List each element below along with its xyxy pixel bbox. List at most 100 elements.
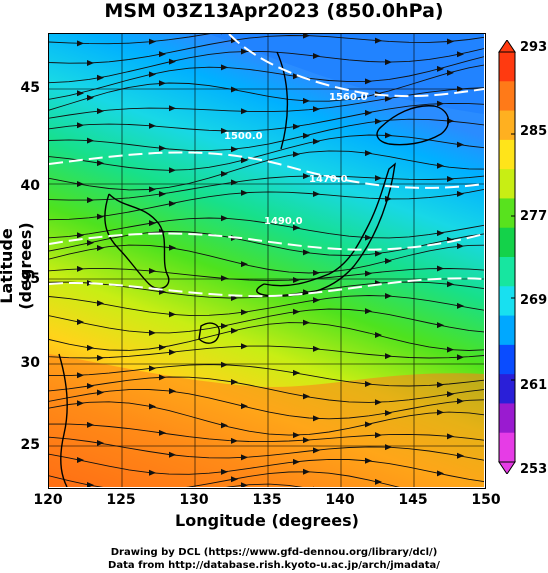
streamline-arrowhead — [169, 311, 176, 318]
streamline-arrowhead — [221, 170, 228, 177]
streamline-arrowhead — [97, 440, 104, 447]
streamline-arrowhead — [447, 346, 454, 353]
streamline-arrowhead — [221, 422, 228, 429]
streamline — [49, 471, 400, 487]
streamline-arrowhead — [457, 398, 464, 405]
streamline-arrowhead — [447, 38, 454, 45]
streamline — [49, 401, 484, 436]
streamline-arrowhead — [77, 90, 84, 97]
colorbar-tick-261: 261 — [520, 378, 548, 393]
streamline-arrowhead — [437, 162, 444, 169]
streamline-arrowhead — [303, 97, 310, 104]
data-credit: Data from http://database.rish.kyoto-u.a… — [108, 560, 440, 571]
y-tick-25: 25 — [20, 437, 40, 453]
streamline-arrowhead — [221, 361, 228, 368]
streamline-arrowhead — [149, 268, 156, 275]
streamline-arrowhead — [221, 323, 228, 330]
streamline-arrowhead — [87, 239, 94, 246]
streamline-arrowhead — [149, 365, 156, 372]
streamline — [49, 134, 484, 171]
streamline-arrowhead — [149, 186, 156, 193]
streamline-arrowhead — [385, 258, 392, 265]
contour-label: 1500.0 — [224, 131, 263, 142]
streamline-arrowhead — [231, 327, 238, 334]
colorbar-tick-293: 293 — [520, 40, 548, 55]
streamline-arrowhead — [365, 457, 372, 464]
streamline-arrowhead — [77, 456, 84, 463]
streamline-arrowhead — [293, 432, 300, 439]
streamline-arrowhead — [303, 34, 310, 39]
streamline-arrowhead — [457, 190, 464, 197]
streamline-arrowhead — [375, 332, 382, 339]
colorbar-tick-269: 269 — [520, 293, 548, 308]
streamline-arrowhead — [169, 58, 176, 65]
contour-label: 1490.0 — [264, 216, 303, 227]
streamline — [49, 295, 484, 316]
streamline — [49, 364, 484, 387]
streamline — [49, 389, 484, 420]
streamline-arrowhead — [149, 329, 156, 336]
streamline-arrowhead — [313, 415, 320, 422]
x-tick-140: 140 — [325, 492, 355, 508]
colorbar-segment — [499, 315, 515, 346]
colorbar-segment — [499, 169, 515, 199]
streamline — [49, 244, 484, 274]
streamline-arrowhead — [437, 100, 444, 107]
streamline-arrowhead — [375, 399, 382, 406]
streamline-arrowhead — [375, 478, 382, 485]
colorbar-segment — [499, 227, 515, 258]
streamline-arrowhead — [87, 344, 94, 351]
streamline-arrowhead — [313, 345, 320, 352]
colorbar-segment — [499, 139, 515, 170]
streamline-arrowhead — [97, 160, 104, 167]
streamline-arrowhead — [221, 215, 228, 222]
streamline-arrowhead — [169, 200, 176, 207]
streamline-arrowhead — [159, 80, 166, 87]
streamline-arrowhead — [303, 319, 310, 326]
streamline-arrowhead — [437, 265, 444, 272]
streamline-arrowhead — [447, 433, 454, 440]
streamline-arrowhead — [313, 269, 320, 276]
streamline — [49, 436, 484, 461]
streamline-arrowhead — [77, 400, 84, 407]
streamline-arrowhead — [457, 302, 464, 309]
streamline-arrowhead — [293, 458, 300, 465]
streamline-arrowhead — [437, 381, 444, 388]
colorbar-tick-253: 253 — [520, 462, 548, 477]
colorbar-frame — [498, 51, 516, 463]
streamline-arrowhead — [77, 265, 84, 272]
colorbar-tick-285: 285 — [520, 124, 548, 139]
streamline-arrowhead — [293, 308, 300, 315]
streamline-arrowhead — [97, 300, 104, 307]
y-tick-35: 35 — [20, 271, 40, 287]
streamline — [49, 322, 484, 351]
streamline — [49, 64, 484, 111]
streamline — [49, 308, 484, 334]
streamline — [49, 345, 484, 359]
streamline-arrowhead — [313, 106, 320, 113]
streamline-arrowhead — [77, 372, 84, 379]
streamline-arrowhead — [365, 78, 372, 85]
colorbar-segment — [499, 198, 515, 229]
streamline-arrowhead — [385, 410, 392, 417]
streamline-arrowhead — [365, 109, 372, 116]
streamline-arrowhead — [149, 469, 156, 476]
streamline-arrowhead — [87, 94, 94, 101]
streamline — [49, 175, 484, 201]
y-tick-30: 30 — [20, 355, 40, 371]
streamline-arrowhead — [77, 181, 84, 188]
streamline-arrowhead — [241, 454, 248, 461]
streamline-arrowhead — [313, 138, 320, 145]
streamline — [49, 118, 484, 152]
streamline-arrowhead — [241, 157, 248, 164]
streamline — [49, 35, 484, 64]
streamline-arrowhead — [313, 53, 320, 60]
streamline-arrowhead — [149, 122, 156, 129]
streamline-arrowhead — [365, 421, 372, 428]
streamline-arrowhead — [169, 451, 176, 458]
streamline-arrowhead — [313, 447, 320, 454]
colorbar-tick-277: 277 — [520, 209, 548, 224]
colorbar — [498, 40, 516, 474]
streamline-arrowhead — [365, 150, 372, 157]
streamline-arrowhead — [457, 51, 464, 58]
